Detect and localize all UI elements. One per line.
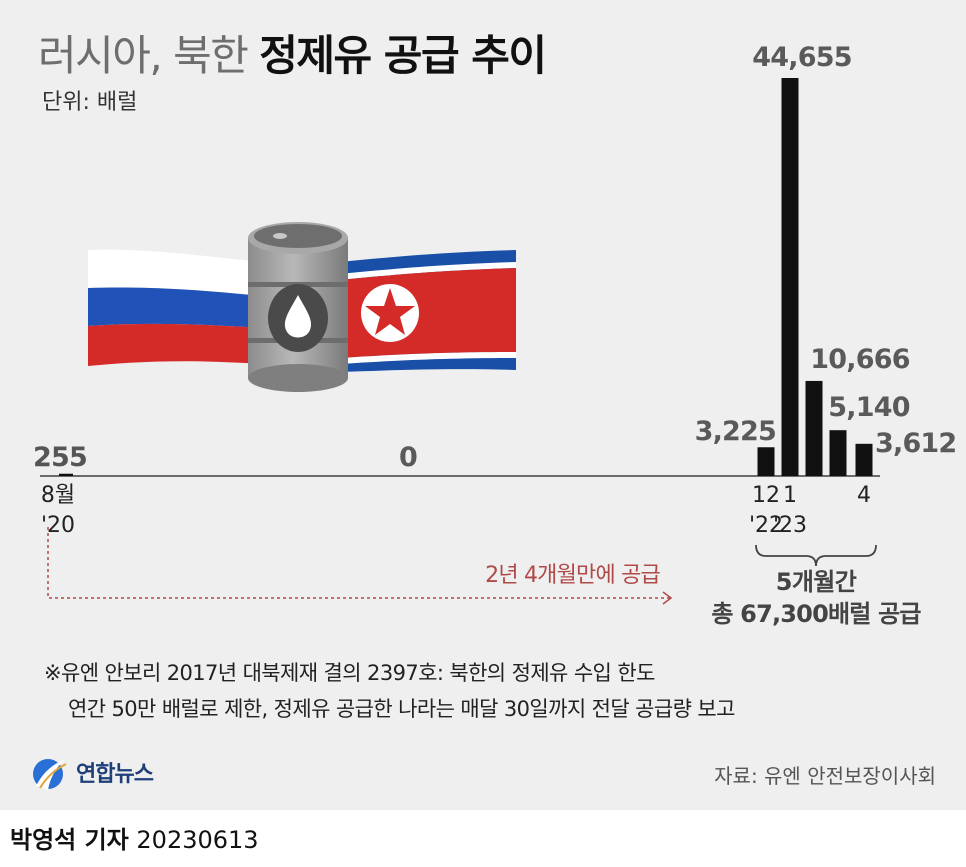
bar-chart: 255 0 3,225 44,655 10,666 5,140 3,612 8월 '20 12 '… [33, 42, 957, 628]
tick-labels-group: 8월 '20 12 '221 '23 4 [41, 483, 871, 538]
byline-name: 박영석 기자 [10, 826, 129, 854]
tick-label-2-0: 12 [752, 483, 780, 508]
value-label-1: 0 [399, 442, 417, 473]
gap-arrow-head-icon [662, 591, 673, 605]
byline-date: 20230613 [136, 826, 259, 854]
bar-0 [59, 473, 73, 476]
tick-label-3-0: 1 [783, 483, 797, 508]
byline: 박영석 기자 20230613 [10, 820, 259, 855]
gap-annotation: 2년 4개월만에 공급 [485, 563, 660, 588]
yonhap-logo-icon [33, 759, 67, 790]
tick-label-2-1: '22 [749, 513, 783, 538]
total-annotation-line2: 총 67,300배럴 공급 [711, 600, 921, 628]
footnote-line1: ※유엔 안보리 2017년 대북제재 결의 2397호: 북한의 정제유 수입 … [44, 661, 655, 685]
tick-label-0-1: '20 [41, 513, 75, 538]
footnote-line2: 연간 50만 배럴로 제한, 정제유 공급한 나라는 매달 30일까지 전달 공… [68, 697, 735, 721]
bars-group [59, 78, 873, 476]
total-bracket [755, 544, 877, 567]
total-annotation-line1: 5개월간 [776, 568, 857, 596]
bar-6 [855, 443, 873, 476]
title-bold: 정제유 공급 추이 [259, 31, 547, 80]
title-light: 러시아, 북한 [38, 31, 249, 80]
tick-label-6-0: 4 [857, 483, 871, 508]
oil-barrel-icon [248, 222, 348, 392]
north-korea-flag-icon [340, 250, 516, 372]
source-label: 자료: 유엔 안전보장이사회 [714, 764, 936, 788]
value-label-0: 255 [33, 442, 87, 473]
chart-title: 러시아, 북한 정제유 공급 추이 [38, 22, 547, 83]
bar-2 [757, 447, 775, 476]
tick-label-3-1: '23 [773, 513, 807, 538]
value-label-5: 5,140 [828, 392, 909, 423]
tick-label-0-0: 8월 [41, 483, 75, 508]
value-label-4: 10,666 [810, 344, 909, 375]
bar-3 [781, 78, 799, 476]
yonhap-logo: 연합뉴스 [28, 752, 228, 796]
infographic-card: 러시아, 북한 정제유 공급 추이 단위: 배럴 [0, 0, 966, 810]
bar-5 [829, 430, 847, 476]
value-label-6: 3,612 [875, 428, 956, 459]
value-label-2: 3,225 [695, 416, 776, 447]
russia-flag-icon [88, 249, 262, 366]
logo-text: 연합뉴스 [76, 762, 154, 787]
unit-label: 단위: 배럴 [42, 90, 138, 115]
bar-4 [805, 380, 823, 476]
value-label-3: 44,655 [752, 42, 851, 73]
value-labels-group: 255 0 3,225 44,655 10,666 5,140 3,612 [33, 42, 957, 473]
footnote: ※유엔 안보리 2017년 대북제재 결의 2397호: 북한의 정제유 수입 … [44, 655, 735, 727]
